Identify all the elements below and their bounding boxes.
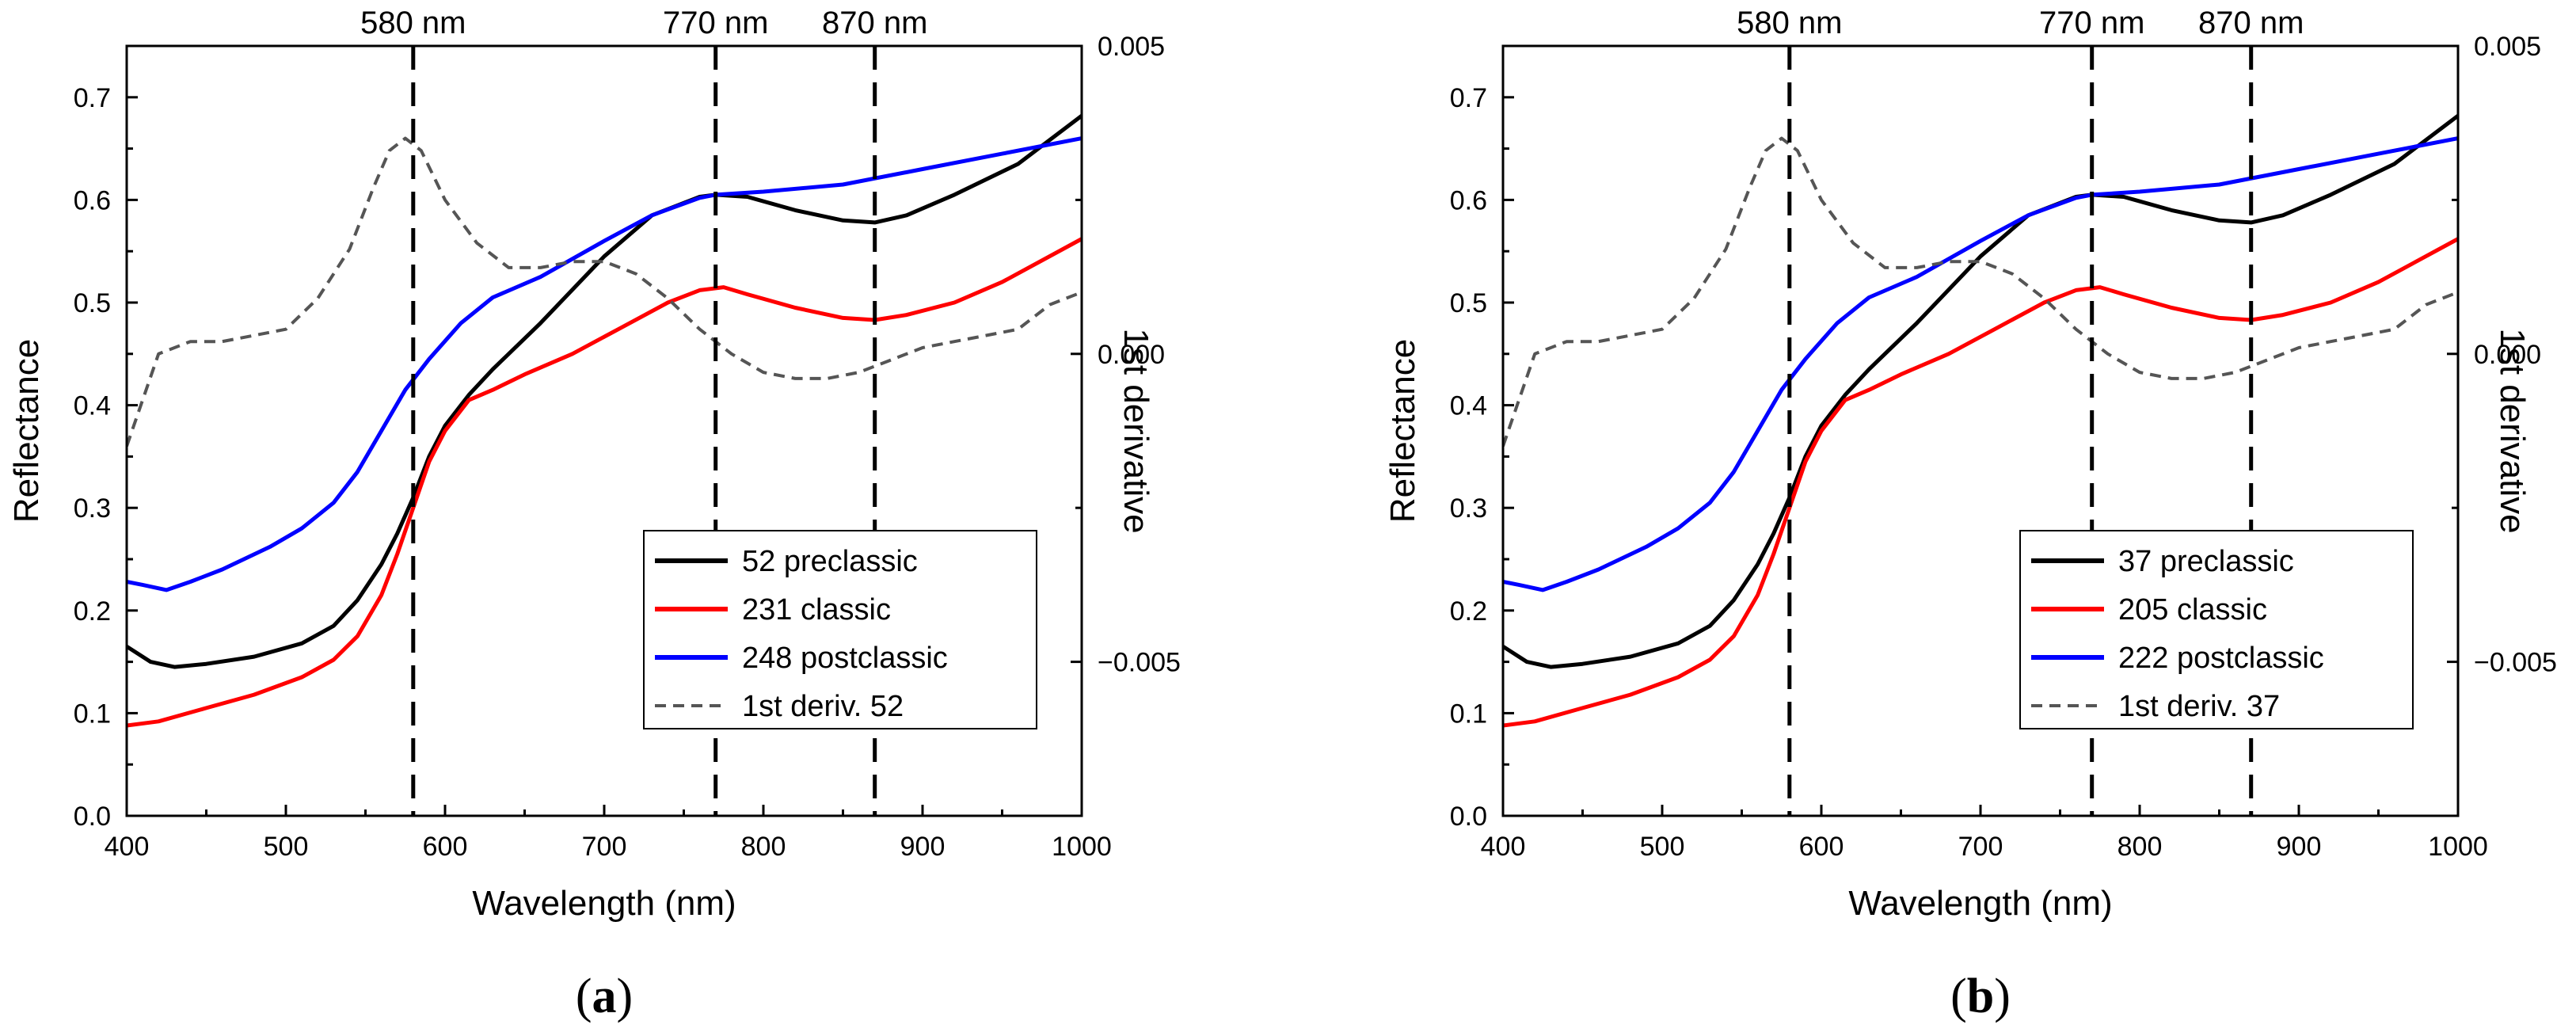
y-tick-label: 0.2 [74, 596, 111, 627]
y-tick-label: 0.6 [74, 185, 111, 215]
y-tick-label: 0.4 [1450, 391, 1487, 421]
series-line-1 [1503, 114, 2458, 669]
chart-panel-a: 400 500 600 700 800 900 1000 Wavelength (nm) 0.0… [0, 0, 1288, 1032]
y-tick-label: 0.4 [74, 391, 111, 421]
panel-sub-label: (a) [576, 969, 633, 1023]
x-tick-label: 900 [900, 832, 946, 862]
y2-tick-label: 0.005 [2474, 32, 2541, 62]
y-tick-label: 0.0 [1450, 802, 1487, 832]
reference-label-870: 870 nm [822, 6, 927, 40]
series-line-4 [1503, 136, 2458, 448]
legend-label-2: 231 classic [742, 593, 891, 627]
y-axis: 0.0 0.1 0.2 0.3 0.4 0.5 0.6 0.7 [1450, 44, 1514, 832]
x-axis: 400 500 600 700 800 900 1000 [105, 805, 1112, 862]
chart-svg-b: 400 500 600 700 800 900 1000 Wavelength (nm) 0.0… [1383, 6, 2557, 1023]
y2-axis-label: 1st derivative [2493, 328, 2532, 533]
y-tick-label: 0.0 [74, 802, 111, 832]
chart-svg-a: 400 500 600 700 800 900 1000 Wavelength (nm) 0.0… [7, 6, 1181, 1023]
legend-label-3: 248 postclassic [742, 642, 948, 675]
x-tick-label: 700 [582, 832, 627, 862]
legend-label-1: 37 preclassic [2118, 545, 2294, 578]
x-tick-label: 900 [2277, 832, 2322, 862]
series-line-2 [1503, 237, 2458, 728]
y-tick-label: 0.6 [1450, 185, 1487, 215]
legend-label-1: 52 preclassic [742, 545, 918, 578]
chart-panel-b: 400 500 600 700 800 900 1000 Wavelength (nm) 0.0… [1376, 0, 2576, 1032]
y-tick-label: 0.5 [74, 288, 111, 318]
series-group [1503, 114, 2458, 728]
plot-frame [1501, 44, 2460, 817]
x-tick-label: 800 [2117, 832, 2163, 862]
x-tick-label: 1000 [1052, 832, 1112, 862]
y2-axis-label: 1st derivative [1117, 328, 1155, 533]
x-tick-label: 500 [264, 832, 309, 862]
x-tick-label: 1000 [2428, 832, 2488, 862]
y2-axis: −0.005 0.000 0.005 [2447, 32, 2557, 678]
y-tick-label: 0.3 [1450, 493, 1487, 524]
legend-label-3: 222 postclassic [2118, 642, 2324, 675]
y-axis-label: Reflectance [1383, 339, 1422, 523]
panel-letter: a [592, 969, 617, 1023]
legend-box [643, 530, 1037, 729]
reference-label-770: 770 nm [663, 6, 768, 40]
x-tick-label: 400 [105, 832, 150, 862]
x-tick-label: 700 [1958, 832, 2003, 862]
y2-tick-label: −0.005 [1098, 648, 1181, 678]
y-tick-label: 0.1 [74, 699, 111, 729]
legend-label-4: 1st deriv. 37 [2118, 690, 2280, 723]
x-tick-label: 500 [1640, 832, 1685, 862]
y2-tick-label: 0.000 [2474, 340, 2541, 370]
y2-tick-label: −0.005 [2474, 648, 2557, 678]
panel-sub-label: (b) [1950, 969, 2011, 1023]
series-line-2 [127, 237, 1082, 728]
legend-label-2: 205 classic [2118, 593, 2267, 627]
legend-box [2019, 530, 2414, 729]
series-line-3 [127, 136, 1082, 592]
legend: 37 preclassic 205 classic 222 postclassic 1… [2019, 530, 2414, 729]
x-tick-label: 600 [423, 832, 468, 862]
reference-label-870: 870 nm [2198, 6, 2304, 40]
series-line-4 [127, 136, 1082, 448]
y-tick-label: 0.1 [1450, 699, 1487, 729]
y-tick-label: 0.5 [1450, 288, 1487, 318]
y-axis-label: Reflectance [7, 339, 46, 523]
x-axis: 400 500 600 700 800 900 1000 [1481, 805, 2488, 862]
y-tick-label: 0.3 [74, 493, 111, 524]
x-tick-label: 400 [1481, 832, 1526, 862]
y-tick-label: 0.7 [74, 83, 111, 113]
x-axis-label: Wavelength (nm) [472, 884, 736, 923]
reference-label-580: 580 nm [360, 6, 466, 40]
x-tick-label: 600 [1799, 832, 1844, 862]
y2-tick-label: 0.000 [1098, 340, 1165, 370]
y2-tick-label: 0.005 [1098, 32, 1165, 62]
reference-label-770: 770 nm [2039, 6, 2144, 40]
x-axis-label: Wavelength (nm) [1848, 884, 2112, 923]
y-axis: 0.0 0.1 0.2 0.3 0.4 0.5 0.6 0.7 [74, 44, 138, 832]
legend-label-4: 1st deriv. 52 [742, 690, 904, 723]
plot-frame [125, 44, 1083, 817]
legend: 52 preclassic 231 classic 248 postclassic 1… [643, 530, 1037, 729]
y2-axis: −0.005 0.000 0.005 [1071, 32, 1181, 678]
series-line-1 [127, 114, 1082, 669]
y-tick-label: 0.2 [1450, 596, 1487, 627]
series-group [127, 114, 1082, 728]
panel-letter: b [1967, 969, 1994, 1023]
x-tick-label: 800 [741, 832, 786, 862]
reference-label-580: 580 nm [1737, 6, 1842, 40]
y-tick-label: 0.7 [1450, 83, 1487, 113]
series-line-3 [1503, 136, 2458, 592]
